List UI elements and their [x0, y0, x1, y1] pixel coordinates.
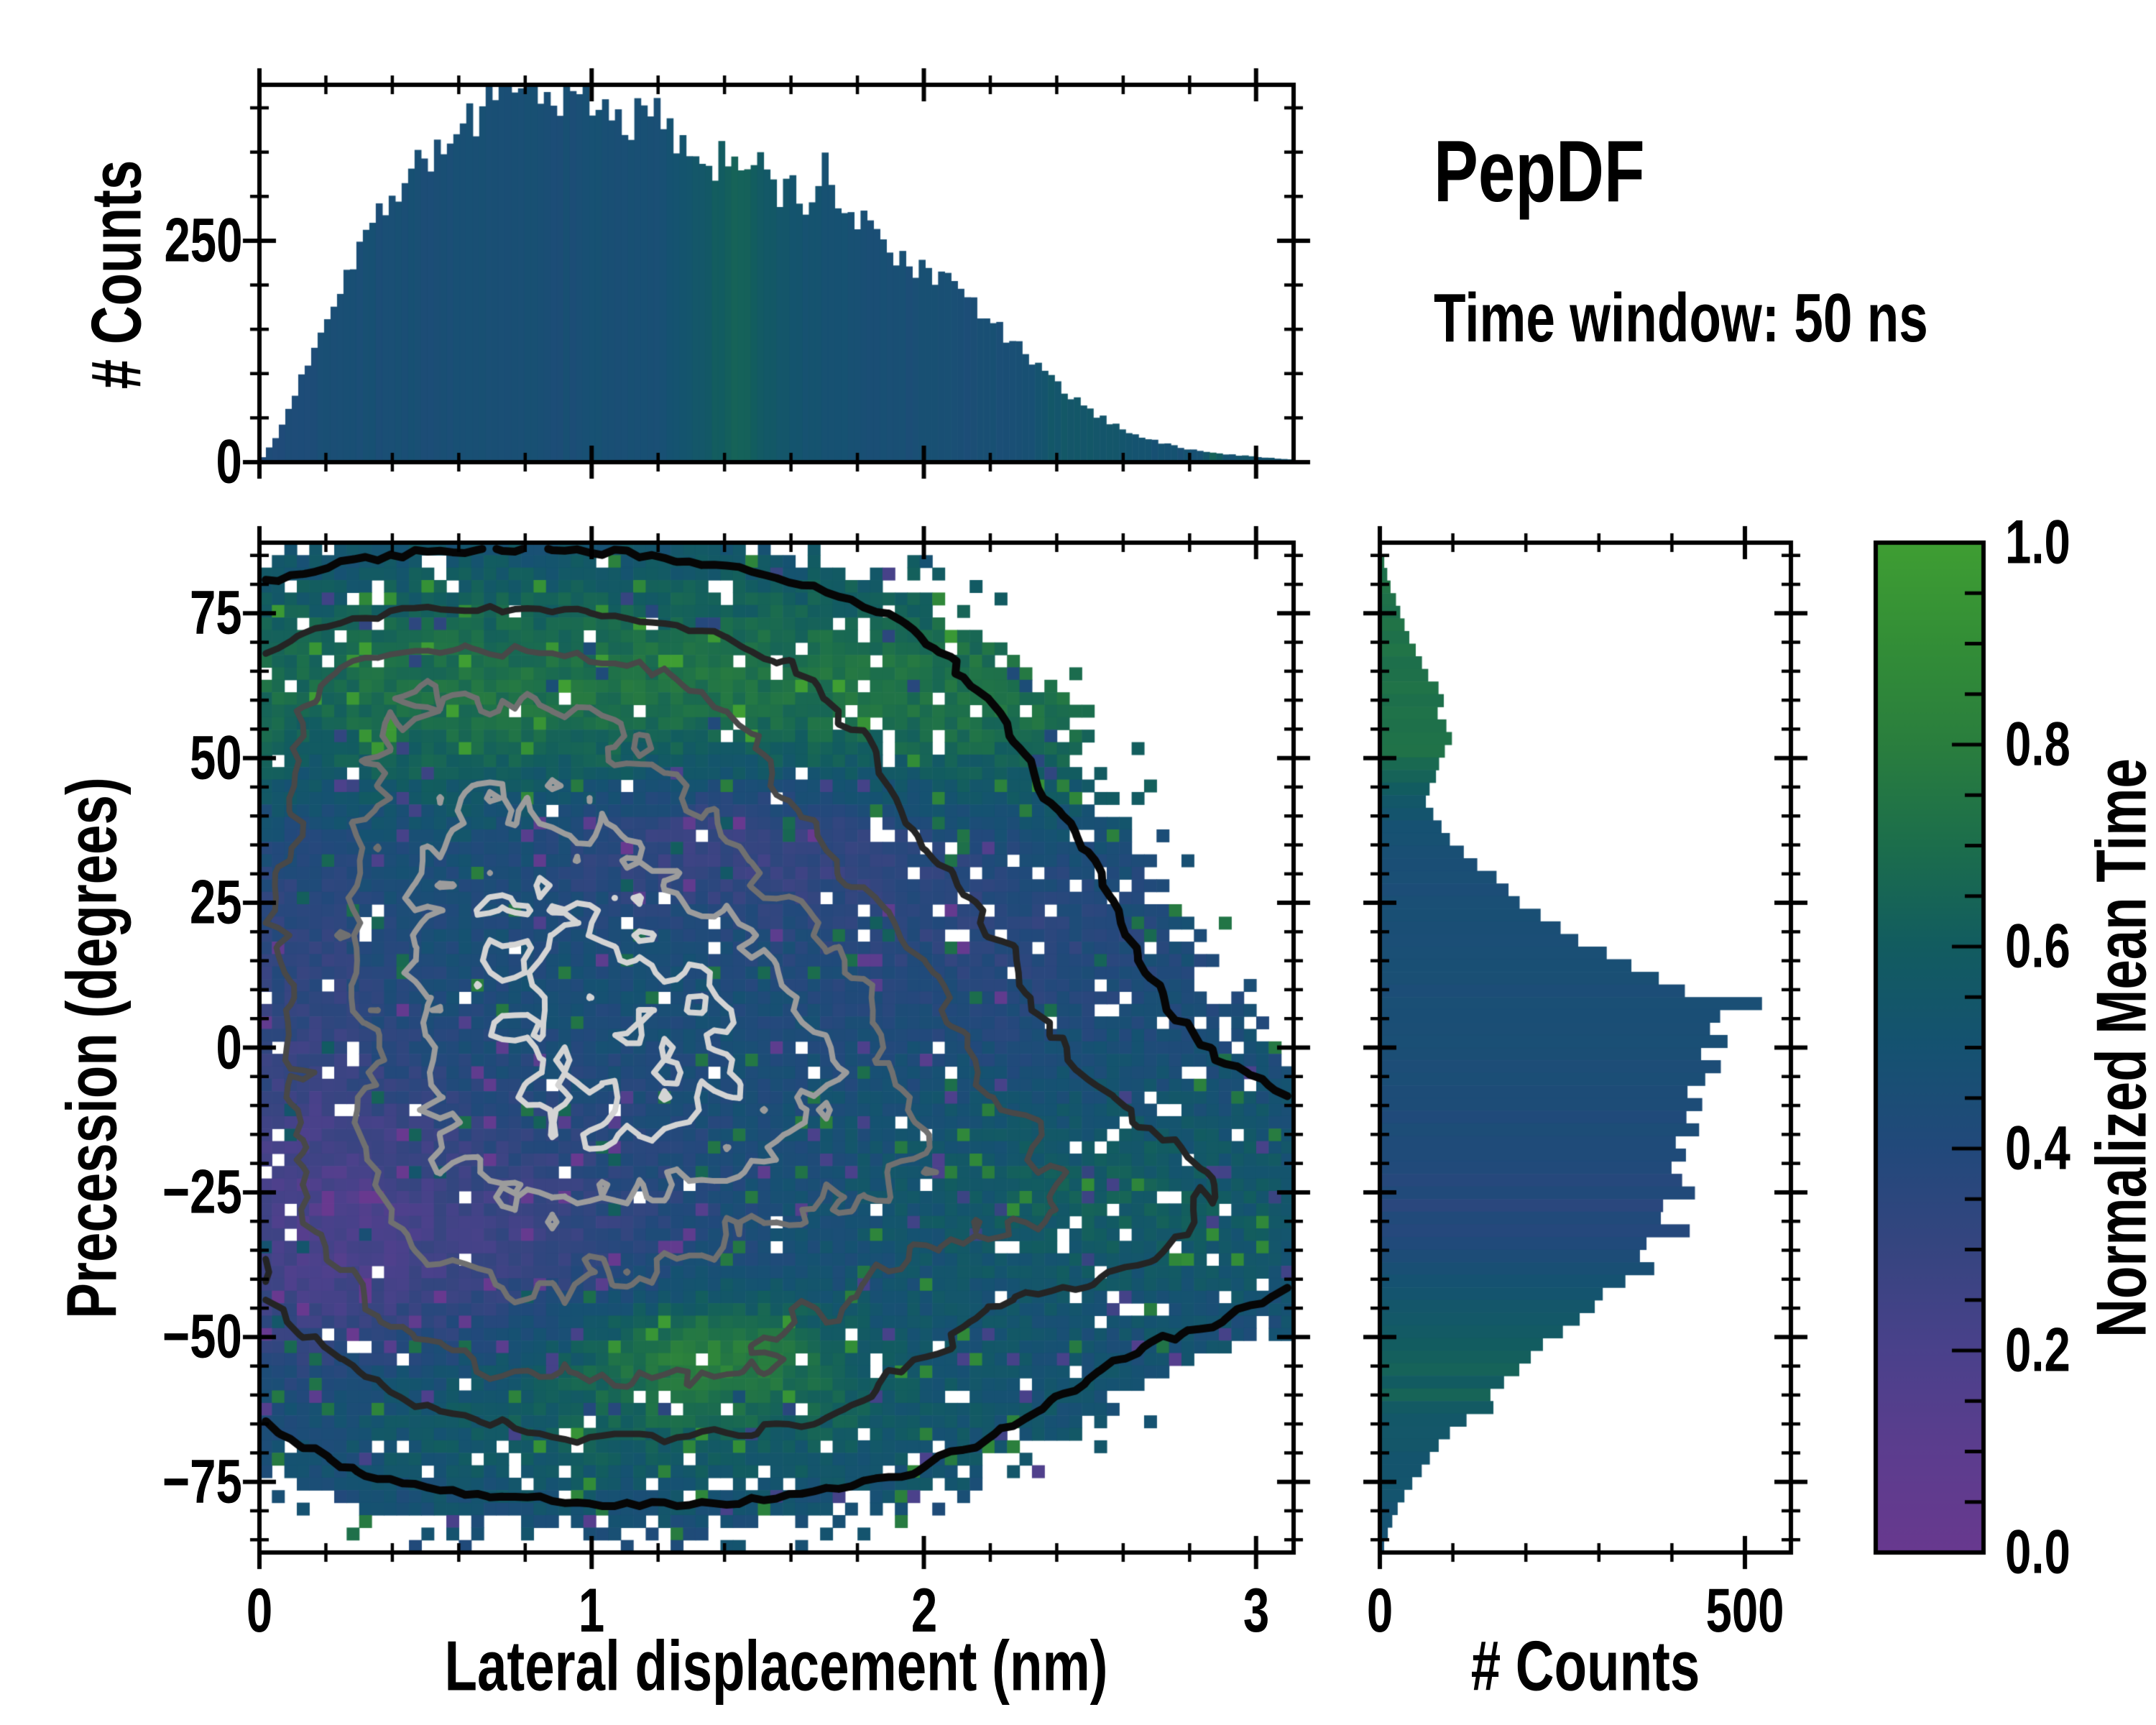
- right-hist-x-tick-label: 0: [1366, 1576, 1393, 1645]
- figure-title: PepDF: [1434, 122, 1645, 220]
- main-y-tick-label: −50: [162, 1302, 242, 1371]
- main-x-tick-label: 2: [911, 1576, 937, 1645]
- colorbar-tick-label: 1.0: [2005, 507, 2070, 577]
- main-x-tick-label: 3: [1243, 1576, 1269, 1645]
- main-y-axis-label: Precession (degrees): [52, 777, 132, 1319]
- top-hist-y-axis-label: # Counts: [76, 160, 156, 390]
- top-hist-y-tick-label: 0: [216, 427, 242, 497]
- main-y-tick-label: 25: [190, 868, 242, 937]
- colorbar-tick-label: 0.2: [2005, 1315, 2070, 1385]
- right-hist-x-axis-label: # Counts: [1470, 1626, 1700, 1706]
- main-y-tick-label: 50: [190, 723, 242, 793]
- main-y-tick-label: 75: [190, 578, 242, 648]
- colorbar-tick-label: 0.8: [2005, 709, 2070, 779]
- main-y-tick-label: 0: [216, 1013, 242, 1082]
- colorbar-label: Normalized Mean Time: [2081, 758, 2156, 1338]
- main-y-tick-label: −25: [162, 1157, 242, 1227]
- main-x-axis-label: Lateral displacement (nm): [444, 1626, 1108, 1706]
- main-x-tick-label: 0: [246, 1576, 273, 1645]
- main-x-tick-label: 1: [579, 1576, 605, 1645]
- top-hist-y-tick-label: 250: [163, 206, 242, 275]
- main-y-tick-label: −75: [162, 1447, 242, 1517]
- colorbar-tick-label: 0.0: [2005, 1517, 2070, 1587]
- figure-subtitle: Time window: 50 ns: [1434, 280, 1928, 356]
- colorbar-tick-label: 0.4: [2005, 1113, 2070, 1183]
- colorbar-tick-label: 0.6: [2005, 911, 2070, 981]
- right-hist-x-tick-label: 500: [1705, 1576, 1784, 1645]
